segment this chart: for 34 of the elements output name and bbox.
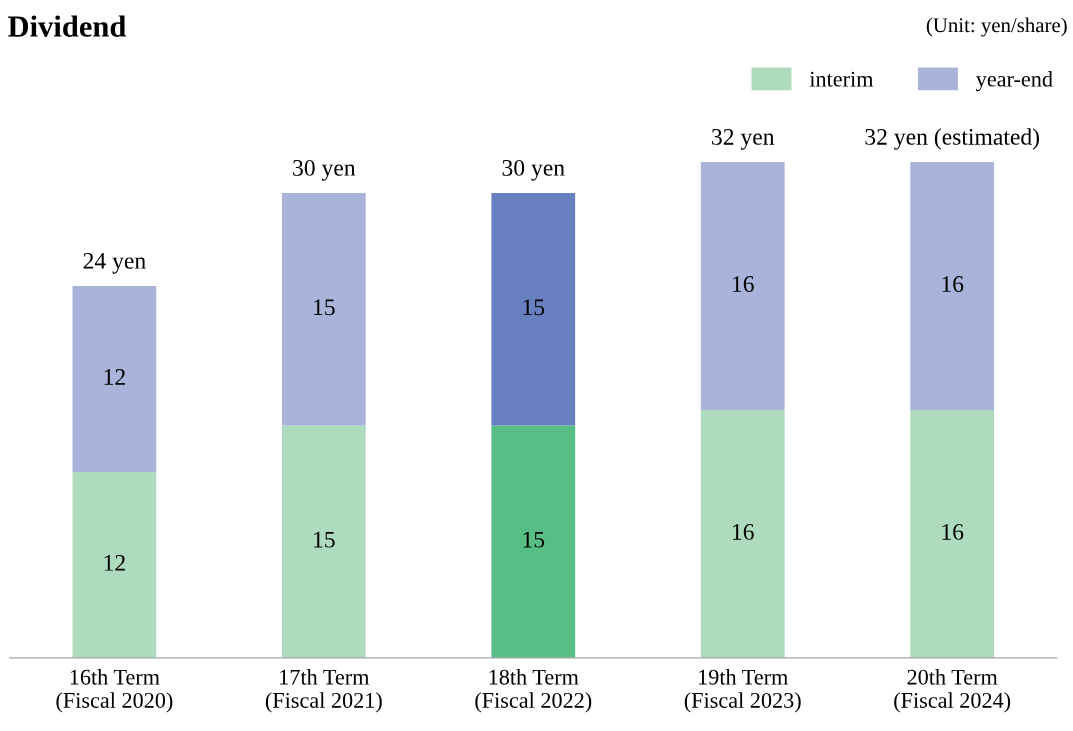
total-label: 32 yen (estimated) — [865, 128, 1039, 150]
data-label: 16 — [733, 276, 754, 292]
x-tick-label: 19th Term (Fiscal 2023) — [684, 669, 801, 713]
x-tick-label: 20th Term (Fiscal 2024) — [894, 669, 1011, 713]
data-label: 12 — [104, 554, 125, 571]
total-label: 32 yen — [712, 129, 775, 150]
data-label: 15 — [523, 531, 545, 548]
bar — [281, 425, 366, 658]
legend-label: interim — [809, 71, 874, 87]
data-label: 16 — [942, 524, 964, 540]
data-label: 16 — [733, 524, 754, 540]
bar — [910, 162, 995, 411]
total-label: 24 yen — [83, 252, 146, 274]
x-tick-label: 16th Term (Fiscal 2020) — [56, 669, 173, 713]
bar — [910, 410, 995, 658]
data-label: 15 — [314, 531, 335, 548]
bar — [72, 286, 157, 472]
bar — [491, 425, 576, 658]
x-tick-label: 17th Term (Fiscal 2021) — [265, 669, 382, 713]
bar — [72, 471, 157, 658]
x-tick-label: 18th Term (Fiscal 2022) — [475, 669, 592, 713]
bar — [700, 410, 785, 658]
data-label: 16 — [942, 276, 964, 292]
legend-label: year-end — [975, 70, 1053, 92]
bar — [491, 193, 576, 426]
data-label: 12 — [104, 369, 125, 385]
bar — [281, 193, 366, 426]
chart-title: Dividend — [8, 15, 127, 37]
data-label: 15 — [523, 299, 545, 316]
total-label: 30 yen — [502, 159, 565, 181]
text: (Unit: yen/share) — [926, 17, 1067, 37]
total-label: 30 yen — [293, 159, 356, 181]
data-label: 15 — [314, 299, 335, 316]
bar — [700, 162, 785, 411]
